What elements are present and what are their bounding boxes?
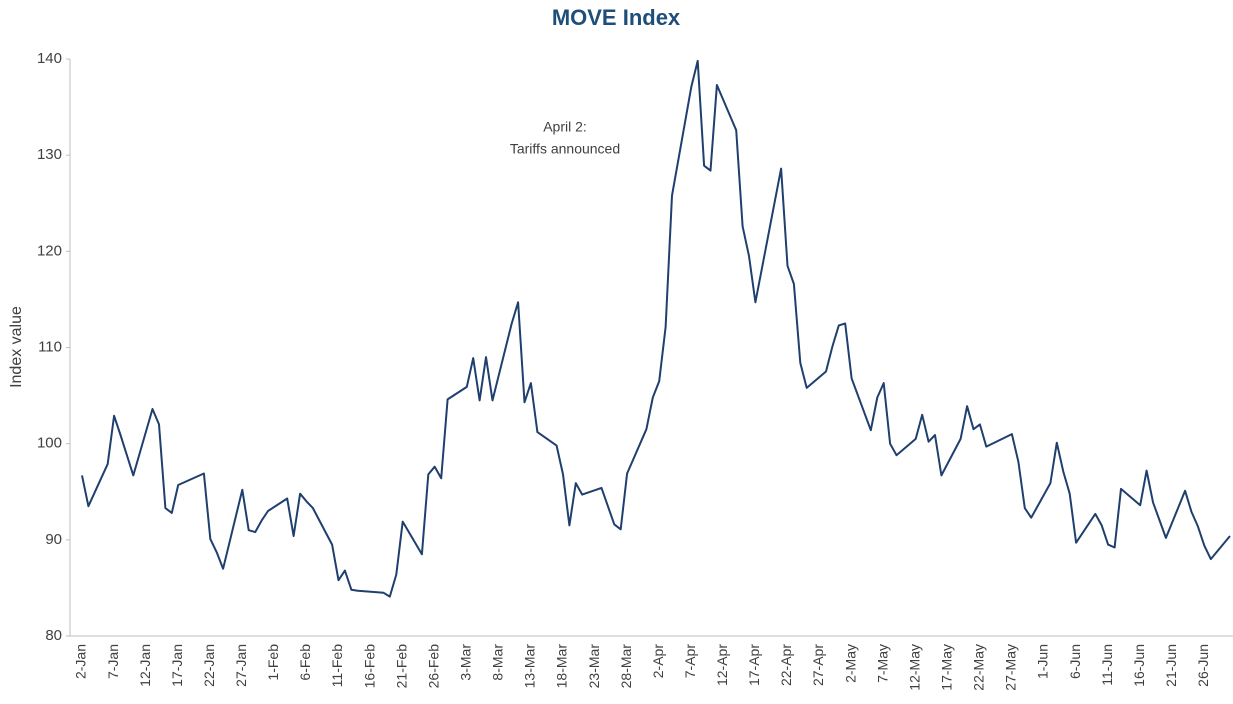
- x-tick-label: 11-Jun: [1099, 644, 1115, 686]
- x-tick-label: 27-Jan: [233, 644, 249, 687]
- x-tick-label: 16-Feb: [361, 644, 377, 689]
- x-tick-label: 6-Jun: [1067, 644, 1083, 679]
- y-tick-label: 110: [38, 338, 62, 355]
- x-tick-label: 1-Feb: [265, 644, 281, 681]
- y-tick-label: 90: [45, 531, 62, 548]
- x-tick-label: 6-Feb: [297, 644, 313, 681]
- x-tick-label: 28-Mar: [618, 644, 634, 689]
- x-tick-label: 21-Jun: [1163, 644, 1179, 687]
- x-tick-label: 12-Apr: [714, 644, 730, 686]
- y-tick-label: 130: [37, 146, 62, 163]
- x-tick-label: 22-May: [971, 644, 987, 691]
- x-tick-label: 2-May: [842, 644, 858, 683]
- y-tick-label: 80: [45, 627, 62, 644]
- chart-title: MOVE Index: [552, 5, 681, 30]
- x-tick-label: 11-Feb: [329, 644, 345, 688]
- x-tick-label: 3-Mar: [458, 644, 474, 681]
- y-tick-label: 100: [37, 435, 62, 452]
- x-tick-label: 2-Apr: [650, 644, 666, 679]
- x-tick-label: 26-Jun: [1195, 644, 1211, 687]
- x-tick-label: 17-Apr: [746, 644, 762, 686]
- y-tick-label: 120: [37, 242, 62, 259]
- x-tick-label: 27-Apr: [810, 644, 826, 686]
- annotation: April 2:: [543, 119, 587, 135]
- x-tick-label: 23-Mar: [586, 644, 602, 689]
- x-tick-label: 17-Jan: [169, 644, 185, 687]
- x-tick-label: 16-Jun: [1131, 644, 1147, 687]
- x-tick-label: 17-May: [939, 644, 955, 691]
- data-line: [81, 59, 1231, 598]
- x-tick-label: 2-Jan: [73, 644, 89, 679]
- x-tick-label: 22-Jan: [201, 644, 217, 687]
- x-tick-label: 26-Feb: [425, 644, 441, 689]
- x-tick-label: 7-Apr: [682, 644, 698, 679]
- annotation: Tariffs announced: [510, 141, 620, 157]
- x-tick-label: 7-May: [874, 644, 890, 683]
- x-tick-label: 12-Jan: [137, 644, 153, 687]
- x-tick-label: 27-May: [1003, 644, 1019, 691]
- x-tick-label: 1-Jun: [1035, 644, 1051, 679]
- x-tick-label: 18-Mar: [554, 644, 570, 689]
- x-tick-label: 21-Feb: [393, 644, 409, 689]
- x-tick-label: 13-Mar: [522, 644, 538, 689]
- y-axis-label: Index value: [8, 306, 25, 388]
- x-tick-label: 22-Apr: [778, 644, 794, 686]
- x-tick-label: 7-Jan: [105, 644, 121, 679]
- x-tick-label: 8-Mar: [490, 644, 506, 681]
- x-tick-label: 12-May: [906, 644, 922, 691]
- y-tick-label: 140: [37, 50, 62, 67]
